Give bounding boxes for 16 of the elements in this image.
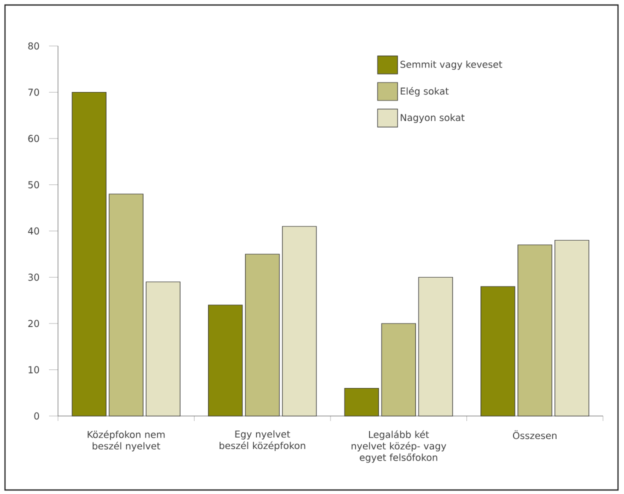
y-tick-label: 20	[28, 320, 40, 328]
y-tick-label: 0	[34, 412, 40, 420]
y-tick-label: 30	[28, 274, 40, 281]
y-tick-label: 70	[28, 88, 40, 96]
x-tick-label: Összesen	[512, 430, 557, 440]
x-tick-label: Egy nyelvet beszél középfokon	[220, 430, 306, 451]
y-tick-label: 10	[28, 366, 40, 374]
legend-label: Semmit vagy keveset	[400, 60, 502, 70]
legend-label: Nagyon sokat	[400, 114, 465, 123]
y-tick-label: 80	[28, 42, 40, 50]
y-tick-label: 40	[28, 227, 40, 235]
x-tick-label: Középfokon nem beszél nyelvet	[88, 430, 165, 452]
legend-label: Elég sokat	[400, 86, 449, 97]
y-tick-label: 50	[28, 181, 40, 188]
x-tick-label: Legalább két nyelvet közép- vagy egyet felsőfokon	[352, 430, 446, 463]
y-tick-label: 60	[28, 134, 40, 142]
